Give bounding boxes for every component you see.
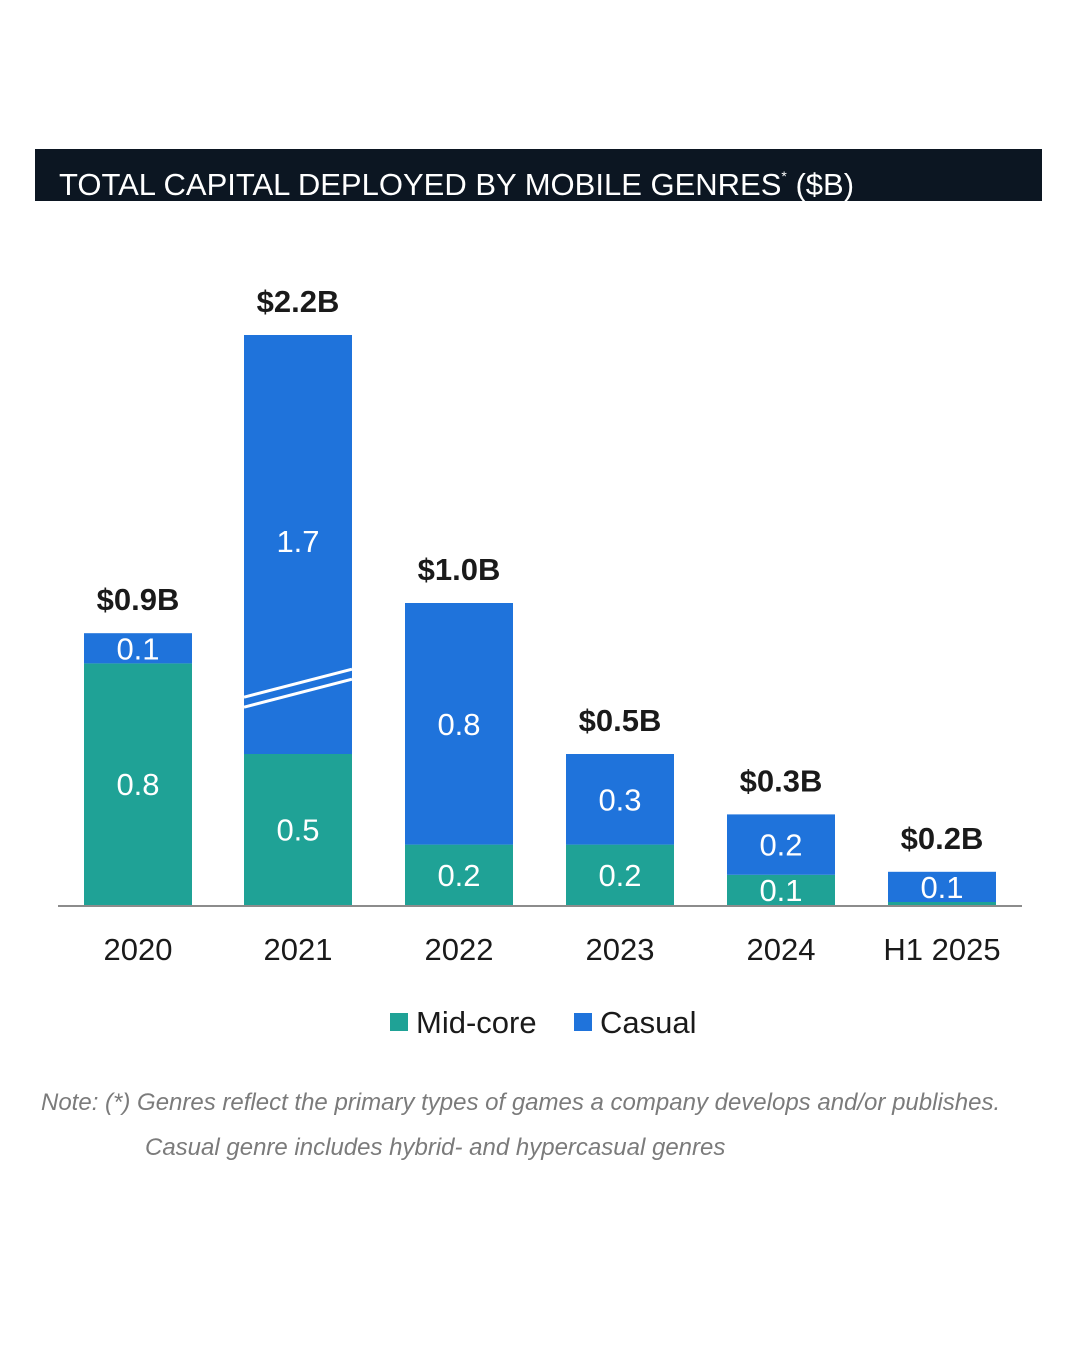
bar-casual-2024 — [727, 814, 835, 875]
footnote-line-1: Note: (*) Genres reflect the primary typ… — [41, 1089, 1001, 1116]
data-label-total: $0.5B — [579, 703, 662, 738]
bar-midcore-2022 — [405, 844, 513, 905]
legend-swatch-casual — [574, 1013, 592, 1031]
footnote: Note: (*) Genres reflect the primary typ… — [41, 1080, 1000, 1170]
axis-break-line-lower — [243, 677, 353, 709]
data-label-casual: 0.2 — [759, 828, 802, 863]
axis-break-line-upper — [243, 667, 353, 699]
bar-casual-h1-2025 — [888, 871, 996, 902]
stacked-bar-chart: 0.8 0.1 $0.9B 2020 0.5 1.7 $2.2B 2021 0.2 0.8 $1.0… — [58, 284, 1022, 1040]
legend-label-midcore: Mid-core — [416, 1005, 537, 1040]
x-tick-label: 2022 — [425, 932, 494, 967]
data-label-total: $0.9B — [97, 582, 180, 617]
bar-casual-2023 — [566, 754, 674, 845]
data-label-total: $0.2B — [901, 821, 984, 856]
data-label-midcore: 0.1 — [759, 873, 802, 908]
x-tick-label: 2020 — [104, 932, 173, 967]
data-label-midcore: 0.8 — [116, 767, 159, 802]
legend-swatch-midcore — [390, 1013, 408, 1031]
chart-title-marker: * — [781, 168, 787, 184]
x-tick-label: H1 2025 — [883, 932, 1000, 967]
data-label-total: $2.2B — [257, 284, 340, 319]
x-tick-label: 2021 — [264, 932, 333, 967]
bar-midcore-h1-2025 — [888, 902, 996, 905]
chart-title-bar: TOTAL CAPITAL DEPLOYED BY MOBILE GENRES*… — [35, 149, 1042, 202]
bar-casual-2020 — [84, 633, 192, 664]
data-label-casual: 0.1 — [116, 631, 159, 666]
x-tick-label: 2024 — [747, 932, 816, 967]
data-label-midcore: 0.2 — [598, 858, 641, 893]
data-label-total: $1.0B — [418, 552, 501, 587]
bar-casual-2022 — [405, 603, 513, 845]
data-label-casual: 0.3 — [598, 782, 641, 817]
x-tick-label: 2023 — [586, 932, 655, 967]
data-label-midcore: 0.2 — [437, 858, 480, 893]
data-label-casual: 0.8 — [437, 707, 480, 742]
legend-label-casual: Casual — [600, 1005, 697, 1040]
data-label-casual: 1.7 — [276, 524, 319, 559]
bar-midcore-2021 — [244, 754, 352, 905]
data-label-casual: 0.1 — [920, 870, 963, 905]
bar-midcore-2024 — [727, 874, 835, 905]
footnote-line-2: Casual genre includes hybrid- and hyperc… — [145, 1134, 726, 1161]
bar-midcore-2023 — [566, 844, 674, 905]
chart-title: TOTAL CAPITAL DEPLOYED BY MOBILE GENRES — [59, 167, 782, 202]
chart-title-unit: ($B) — [795, 167, 855, 202]
data-label-total: $0.3B — [740, 763, 823, 798]
data-label-midcore: 0.5 — [276, 813, 319, 848]
bar-midcore-2020 — [84, 663, 192, 905]
